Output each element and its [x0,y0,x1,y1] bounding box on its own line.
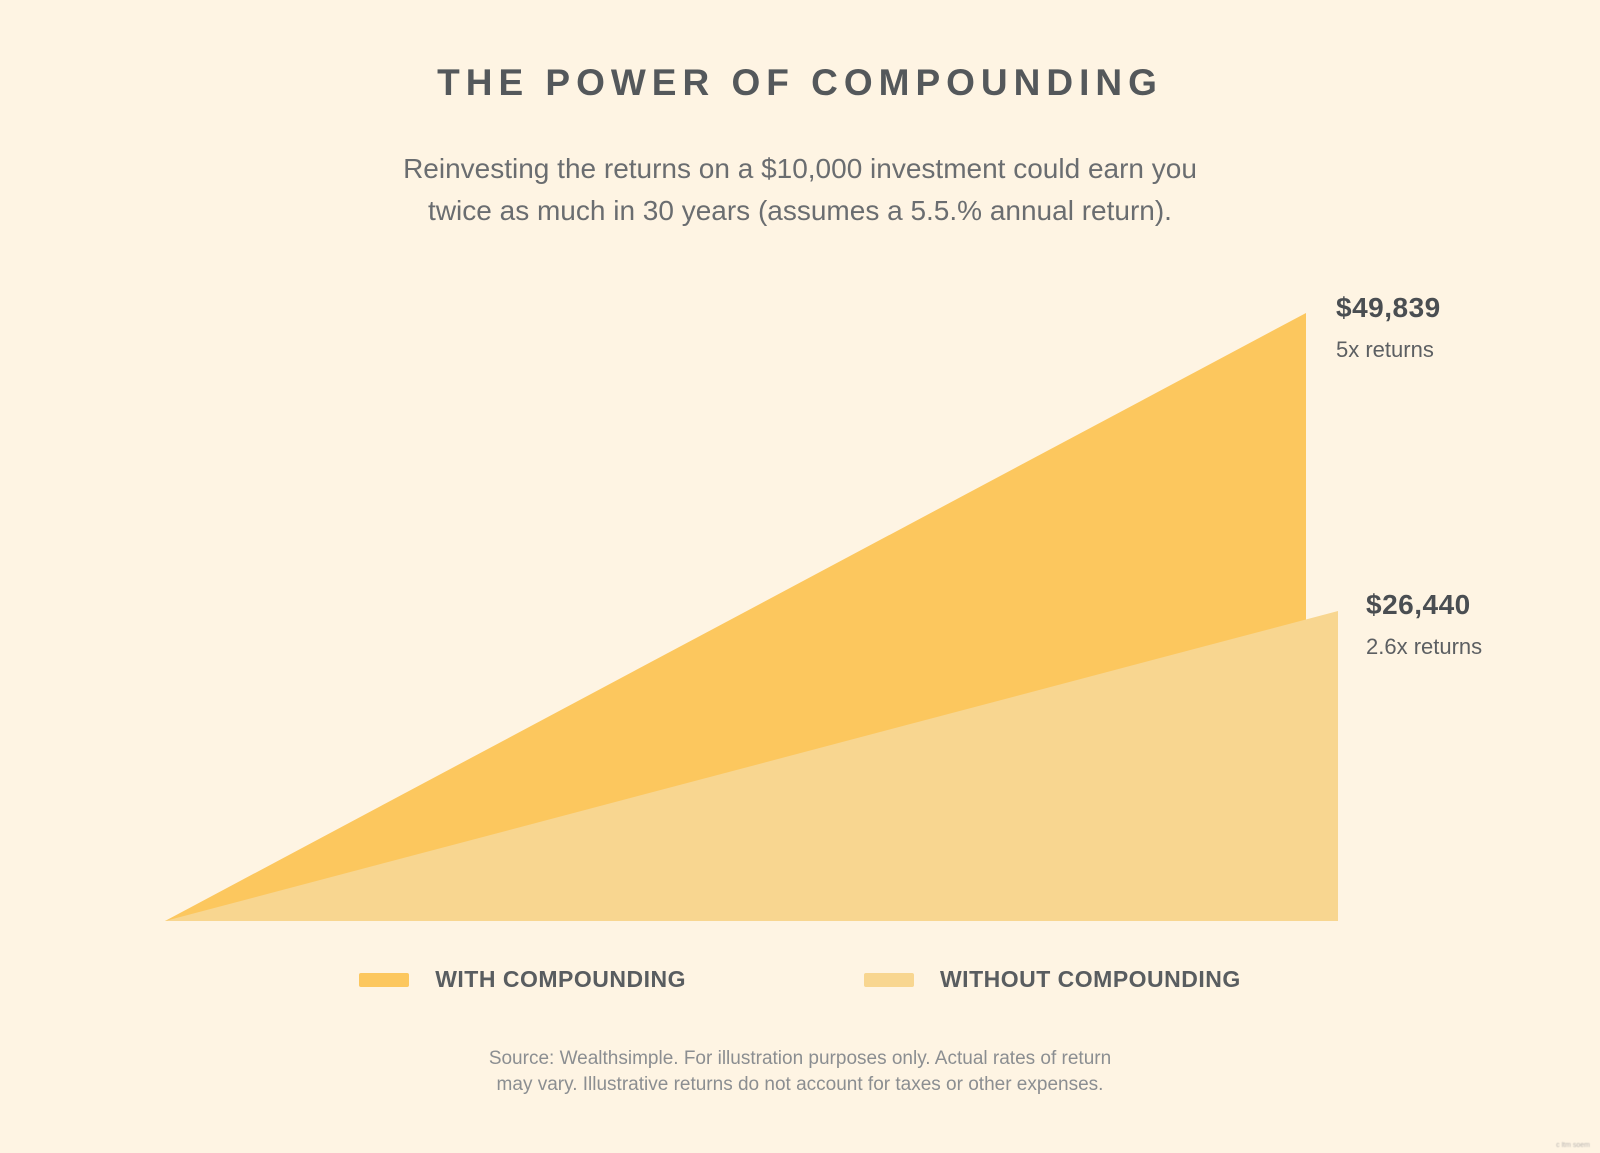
chart-subtitle: Reinvesting the returns on a $10,000 inv… [0,148,1600,232]
without-compounding-callout: $26,440 2.6x returns [1366,589,1482,660]
legend-label-with-compounding: WITH COMPOUNDING [435,966,686,992]
subtitle-line-1: Reinvesting the returns on a $10,000 inv… [403,153,1197,184]
with-compounding-returns-multiple: 5x returns [1336,337,1434,362]
without-compounding-end-value: $26,440 [1366,589,1471,620]
source-line-2: may vary. Illustrative returns do not ac… [496,1074,1104,1095]
without-compounding-area [165,611,1338,921]
watermark: c ltm soem [1556,1142,1590,1149]
with-compounding-callout: $49,839 5x returns [1336,292,1441,363]
chart-legend: WITH COMPOUNDING WITHOUT COMPOUNDING [0,966,1600,993]
source-line-1: Source: Wealthsimple. For illustration p… [488,1048,1112,1069]
with-compounding-swatch-icon [359,972,410,987]
legend-item-without-compounding: WITHOUT COMPOUNDING [863,966,1241,993]
subtitle-line-2: twice as much in 30 years (assumes a 5.5… [428,195,1172,226]
with-compounding-end-value: $49,839 [1336,292,1441,323]
without-compounding-swatch-icon [863,972,914,987]
without-compounding-returns-multiple: 2.6x returns [1366,634,1483,659]
source-disclaimer: Source: Wealthsimple. For illustration p… [0,1046,1600,1098]
legend-label-without-compounding: WITHOUT COMPOUNDING [939,966,1241,992]
legend-item-with-compounding: WITH COMPOUNDING [359,966,686,993]
page-title: THE POWER OF COMPOUNDING [437,62,1163,103]
